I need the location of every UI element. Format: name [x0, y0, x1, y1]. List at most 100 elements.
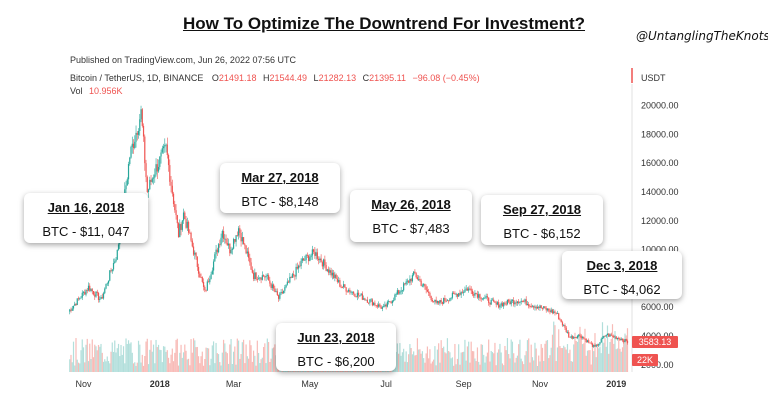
- candle-body: [252, 272, 255, 280]
- candle-body: [338, 280, 340, 282]
- volume-bar: [269, 361, 271, 372]
- candle-body: [215, 249, 217, 255]
- volume-bar: [539, 361, 541, 372]
- candle-body: [465, 288, 467, 290]
- candle-body: [319, 258, 321, 261]
- candle-body: [540, 305, 542, 309]
- volume-bar: [473, 351, 475, 372]
- callout-date: Dec 3, 2018: [586, 258, 658, 273]
- candle-body: [104, 288, 106, 294]
- volume-bar: [515, 357, 517, 372]
- candle-body: [329, 270, 331, 273]
- volume-bar: [406, 362, 409, 372]
- candle-body: [291, 274, 293, 278]
- volume-bar: [543, 360, 545, 372]
- volume-bar: [251, 361, 253, 372]
- volume-bar: [136, 362, 138, 372]
- candle-body: [510, 300, 512, 305]
- candle-body: [519, 302, 521, 303]
- volume-bar: [606, 325, 609, 372]
- volume-bar: [626, 328, 629, 372]
- candle-body: [431, 299, 434, 302]
- volume-bar: [401, 352, 403, 372]
- candle-body: [454, 293, 456, 295]
- volume-bar: [421, 351, 424, 372]
- candle-body: [334, 274, 336, 278]
- ohlc-low: 21282.13: [319, 73, 357, 83]
- candle-body: [89, 285, 91, 291]
- volume-bar: [490, 350, 492, 372]
- candle-body: [445, 300, 447, 302]
- volume-bar: [454, 343, 456, 372]
- volume-bar: [267, 342, 270, 372]
- candle-body: [561, 322, 564, 326]
- candle-body: [260, 277, 262, 280]
- callout-price: BTC - $6,152: [503, 226, 581, 241]
- candle-body: [385, 304, 387, 307]
- volume-bar: [545, 340, 547, 372]
- volume-bar: [604, 338, 606, 372]
- candle-body: [578, 334, 580, 336]
- volume-bar: [424, 362, 426, 372]
- volume-bar: [425, 353, 427, 372]
- candle-body: [211, 270, 213, 275]
- volume-bar: [90, 359, 92, 372]
- candle-body: [503, 302, 505, 307]
- candle-body: [481, 298, 484, 300]
- candle-body: [214, 254, 216, 262]
- candle-body: [404, 283, 406, 285]
- volume-bar: [463, 351, 465, 372]
- volume-bar: [415, 354, 417, 372]
- x-tick-label: 2018: [150, 379, 170, 389]
- candle-body: [354, 293, 356, 297]
- candle-body: [95, 291, 97, 297]
- candle-body: [448, 300, 450, 302]
- volume-bar: [419, 349, 421, 372]
- volume-bar: [274, 344, 276, 372]
- volume-bar: [549, 355, 551, 372]
- volume-bar: [540, 344, 542, 372]
- volume-bar: [489, 361, 491, 372]
- candle-body: [279, 293, 281, 299]
- candle-body: [605, 335, 607, 337]
- candle-body: [166, 144, 168, 156]
- volume-bar: [575, 340, 577, 372]
- candle-body: [501, 303, 504, 307]
- volume-bar: [84, 362, 86, 372]
- ohlc-close: 21395.11: [369, 73, 406, 83]
- candle-body: [599, 342, 601, 344]
- candle-body: [544, 306, 546, 309]
- candle-body: [411, 275, 414, 282]
- volume-bar: [247, 358, 250, 372]
- volume-bar: [590, 364, 592, 372]
- volume-bar: [145, 341, 147, 372]
- candle-body: [538, 307, 540, 309]
- volume-bar: [152, 344, 155, 372]
- candle-body: [230, 249, 232, 254]
- candle-body: [314, 251, 316, 256]
- candle-body: [204, 286, 206, 291]
- volume-bar: [431, 361, 434, 372]
- candle-body: [304, 259, 306, 261]
- candle-body: [619, 338, 621, 341]
- volume-bar: [137, 340, 140, 372]
- candle-body: [403, 283, 405, 291]
- candle-body: [145, 163, 147, 178]
- candle-body: [471, 290, 474, 295]
- volume-bar: [593, 351, 595, 372]
- volume-bar: [104, 359, 106, 372]
- volume-bar: [201, 351, 203, 372]
- candle-body: [610, 334, 612, 336]
- volume-bar: [82, 347, 85, 372]
- price-badges: 3583.13 22K: [632, 336, 678, 367]
- x-tick-label: Mar: [226, 379, 242, 389]
- candle-body: [232, 239, 235, 249]
- volume-bar: [130, 342, 132, 372]
- candle-body: [293, 274, 295, 276]
- volume-bar: [504, 345, 506, 372]
- candle-body: [231, 248, 233, 250]
- volume-bar: [464, 339, 466, 372]
- volume-bar: [271, 348, 273, 372]
- candle-body: [201, 277, 203, 282]
- volume-bar: [624, 333, 626, 372]
